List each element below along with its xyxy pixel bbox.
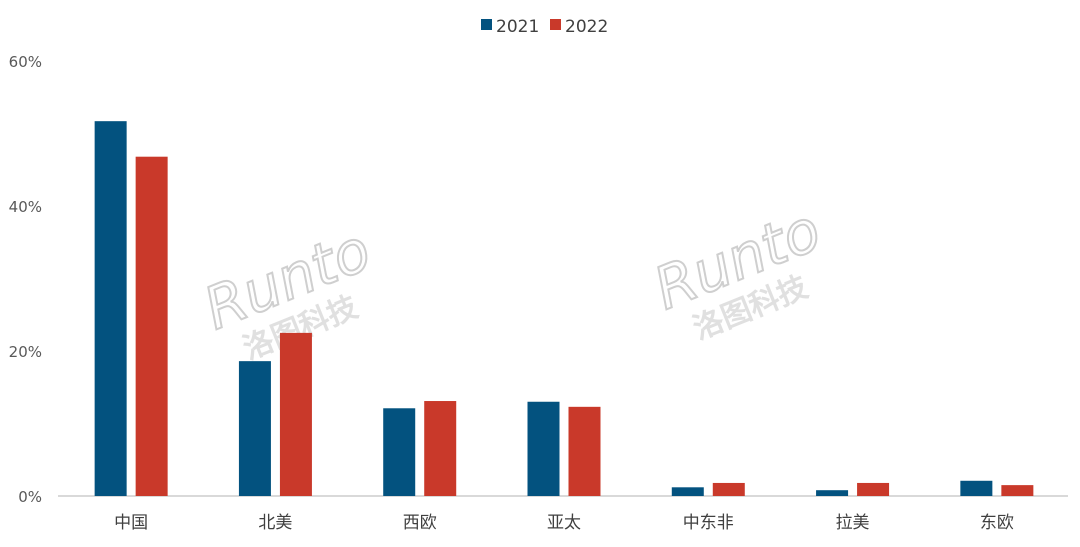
- legend: 2021 2022: [481, 17, 608, 37]
- y-tick-label: 0%: [18, 488, 42, 506]
- y-tick-label: 40%: [9, 198, 42, 216]
- y-tick-label: 20%: [9, 343, 42, 361]
- legend-label-2021: 2021: [496, 17, 539, 37]
- x-tick-label: 中国: [114, 513, 148, 533]
- bar-2021-中东非: [671, 487, 704, 496]
- x-tick-label: 中东非: [683, 513, 734, 533]
- bar-2022-北美: [279, 332, 312, 496]
- legend-label-2022: 2022: [565, 17, 608, 37]
- legend-swatch-2021: [481, 19, 492, 30]
- x-tick-label: 北美: [258, 513, 292, 533]
- bar-2022-拉美: [857, 482, 890, 496]
- bar-2022-东欧: [1001, 485, 1034, 496]
- bar-2021-亚太: [527, 401, 560, 496]
- bar-2022-亚太: [568, 406, 601, 496]
- y-tick-label: 60%: [9, 53, 42, 71]
- bar-2022-中国: [135, 156, 168, 496]
- bar-2021-西欧: [383, 408, 416, 496]
- legend-swatch-2022: [550, 19, 561, 30]
- bar-2022-中东非: [712, 482, 745, 496]
- bar-2021-中国: [94, 121, 127, 497]
- x-tick-label: 东欧: [980, 513, 1014, 533]
- bar-2021-东欧: [960, 480, 993, 496]
- bar-2022-西欧: [424, 401, 457, 496]
- bar-2021-拉美: [816, 490, 849, 496]
- bar-2021-北美: [238, 361, 271, 496]
- x-tick-label: 拉美: [836, 513, 870, 533]
- x-tick-label: 西欧: [403, 513, 437, 533]
- x-tick-label: 亚太: [547, 513, 581, 533]
